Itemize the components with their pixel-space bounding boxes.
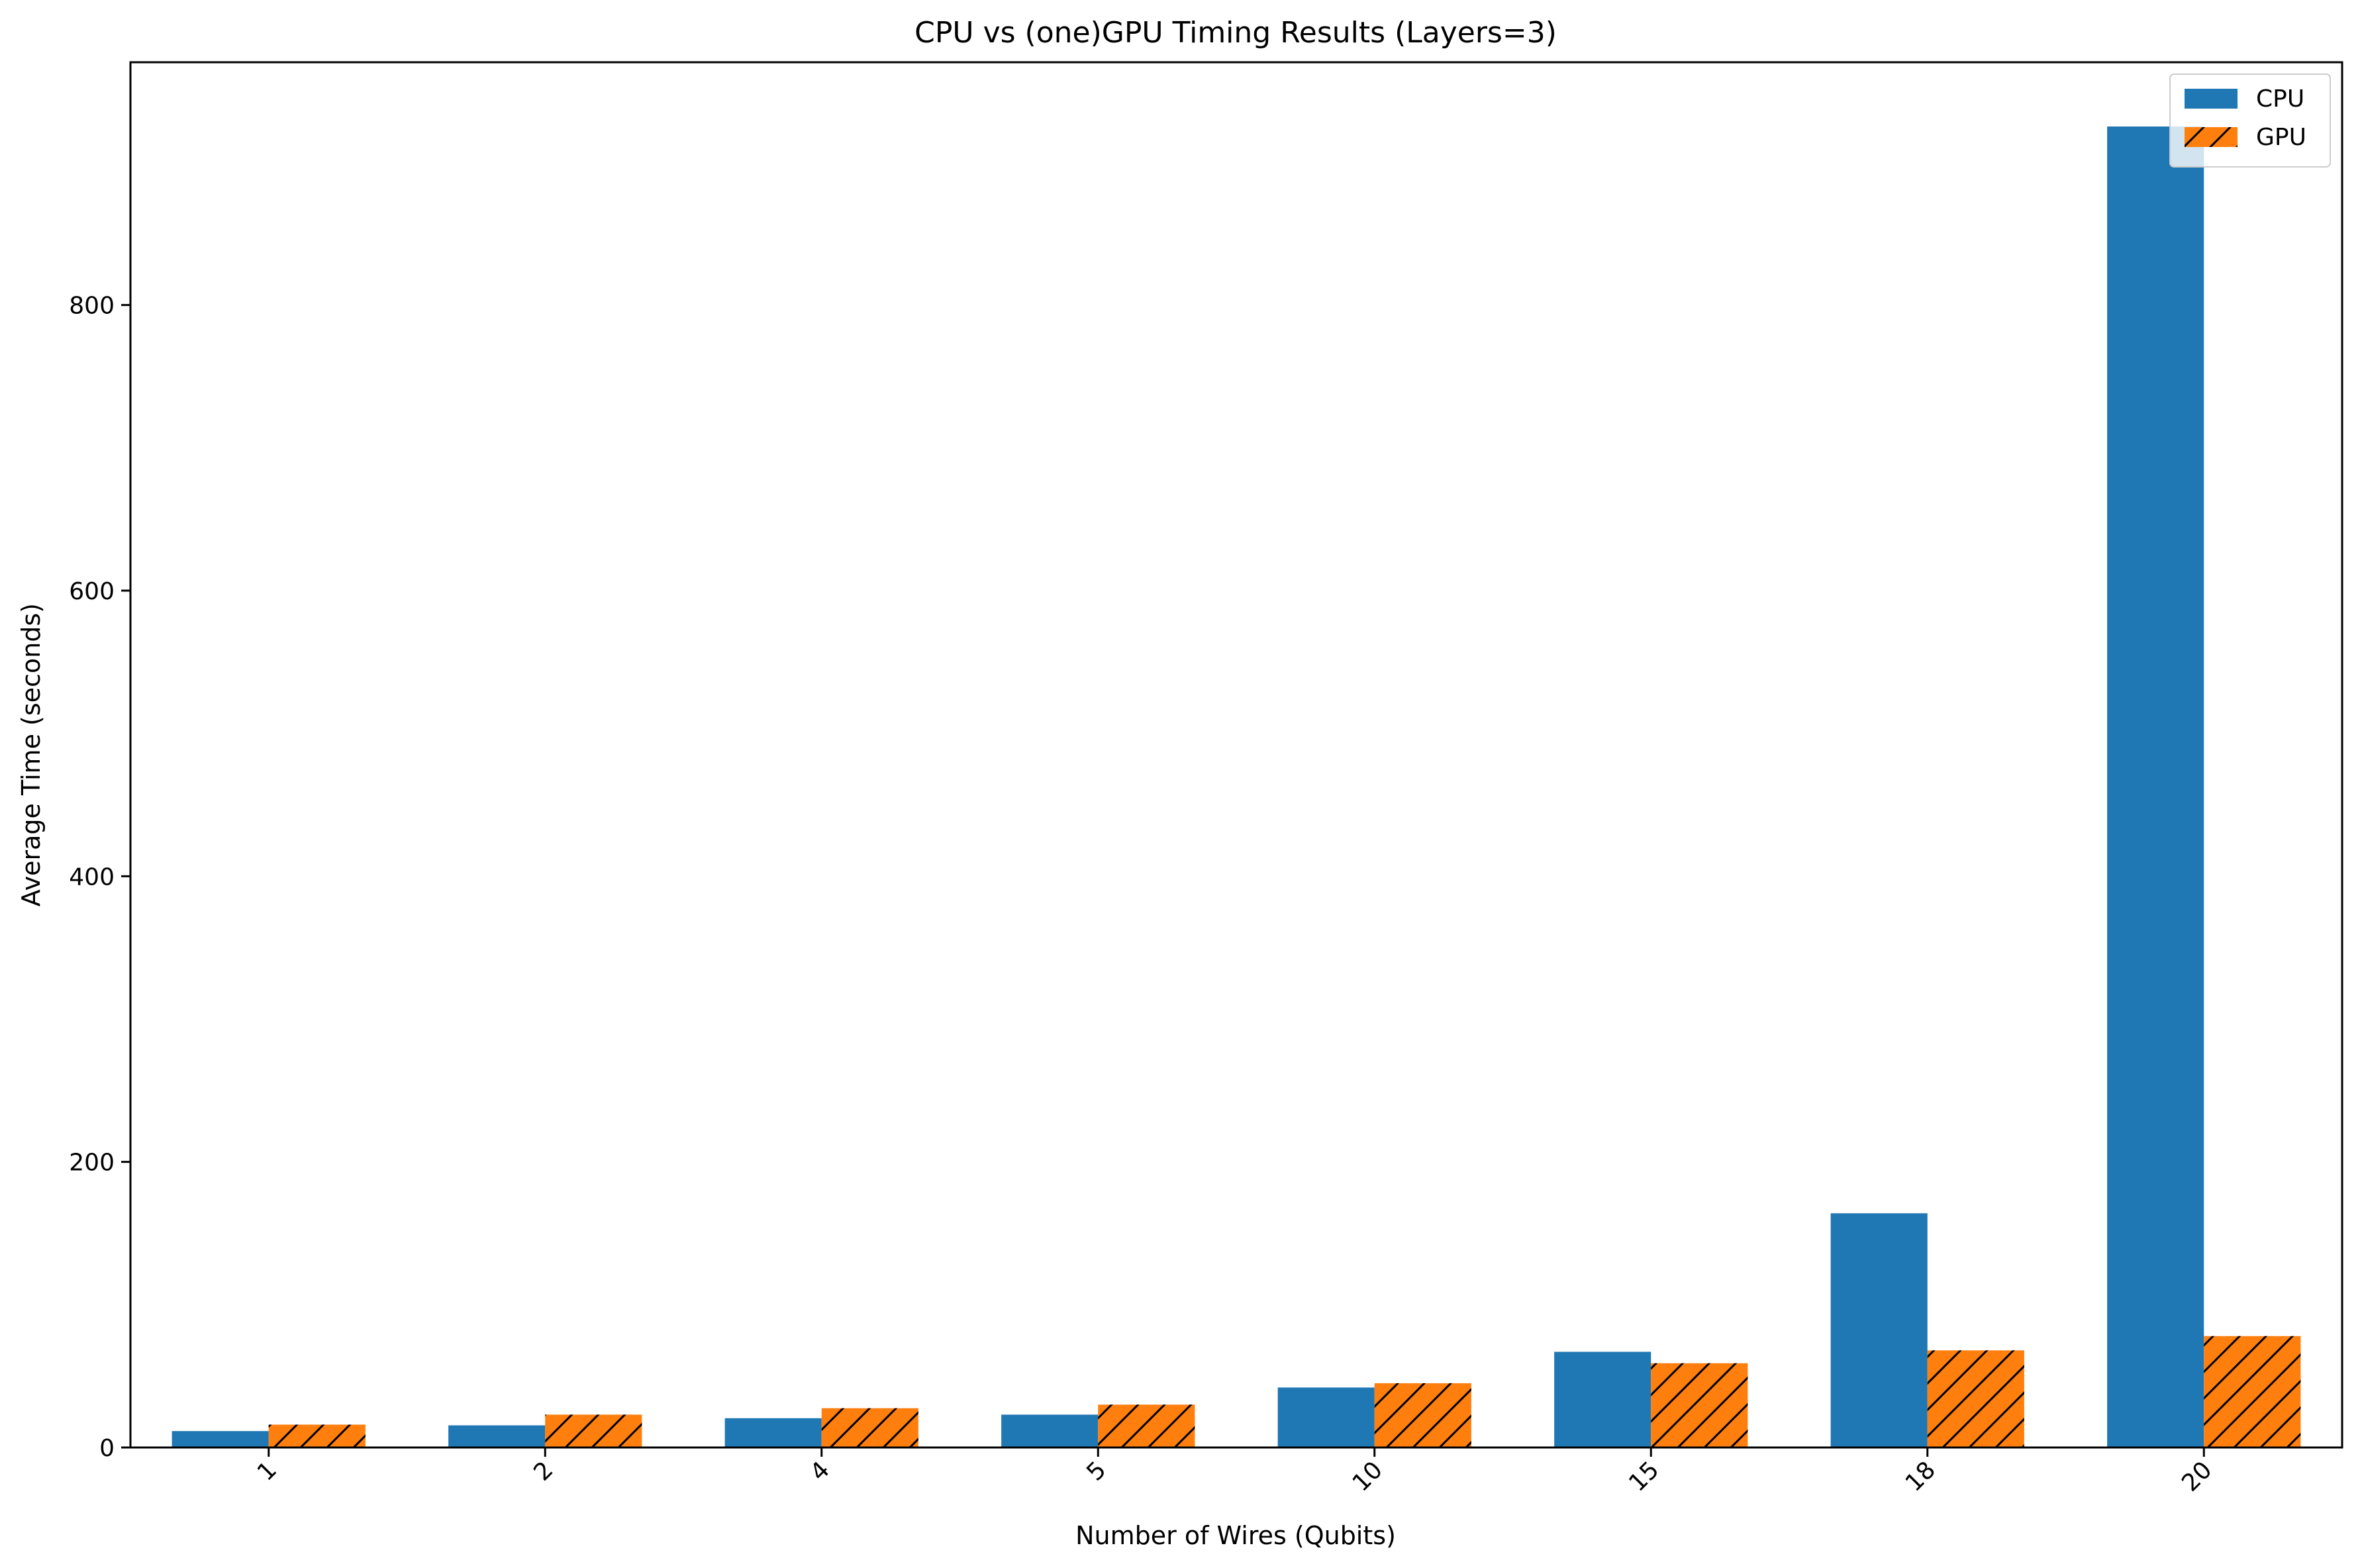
bar-cpu-2 <box>448 1425 546 1447</box>
chart-title: CPU vs (one)GPU Timing Results (Layers=3… <box>914 16 1557 50</box>
bar-cpu-10 <box>1277 1387 1375 1447</box>
bar-gpu-10-hatch <box>1374 1383 1471 1447</box>
bar-cpu-1 <box>172 1431 269 1447</box>
bar-gpu-2-hatch <box>545 1414 642 1447</box>
y-tick-label: 600 <box>69 578 115 605</box>
bar-gpu-4-hatch <box>821 1408 918 1447</box>
legend: CPU GPU <box>2169 74 2331 168</box>
legend-label-gpu: GPU <box>2256 124 2306 151</box>
bar-gpu-5-hatch <box>1098 1404 1195 1447</box>
bar-gpu-15-hatch <box>1651 1363 1748 1447</box>
bar-gpu-1-hatch <box>268 1424 366 1447</box>
y-axis-label: Average Time (seconds) <box>17 603 46 906</box>
y-tick-label: 0 <box>99 1435 115 1462</box>
bars-layer <box>172 126 2301 1448</box>
y-axis: 0 200 400 600 800 <box>69 293 130 1462</box>
y-tick-label: 800 <box>69 293 115 320</box>
legend-swatch-cpu <box>2185 89 2238 109</box>
y-tick-label: 400 <box>69 863 115 891</box>
plot-frame <box>129 61 2343 1449</box>
bar-gpu-20-hatch <box>2204 1336 2301 1447</box>
legend-box <box>2169 74 2331 168</box>
bar-cpu-18 <box>1830 1213 1928 1447</box>
x-axis-label: Number of Wires (Qubits) <box>1075 1521 1396 1550</box>
bar-cpu-15 <box>1554 1351 1651 1447</box>
bar-cpu-5 <box>1001 1414 1099 1447</box>
bar-cpu-4 <box>724 1418 822 1447</box>
legend-label-cpu: CPU <box>2256 85 2304 113</box>
bar-cpu-20 <box>2107 126 2204 1448</box>
legend-swatch-hatch <box>2185 127 2238 147</box>
y-tick-label: 200 <box>69 1150 115 1177</box>
bar-gpu-18-hatch <box>1927 1350 2024 1447</box>
